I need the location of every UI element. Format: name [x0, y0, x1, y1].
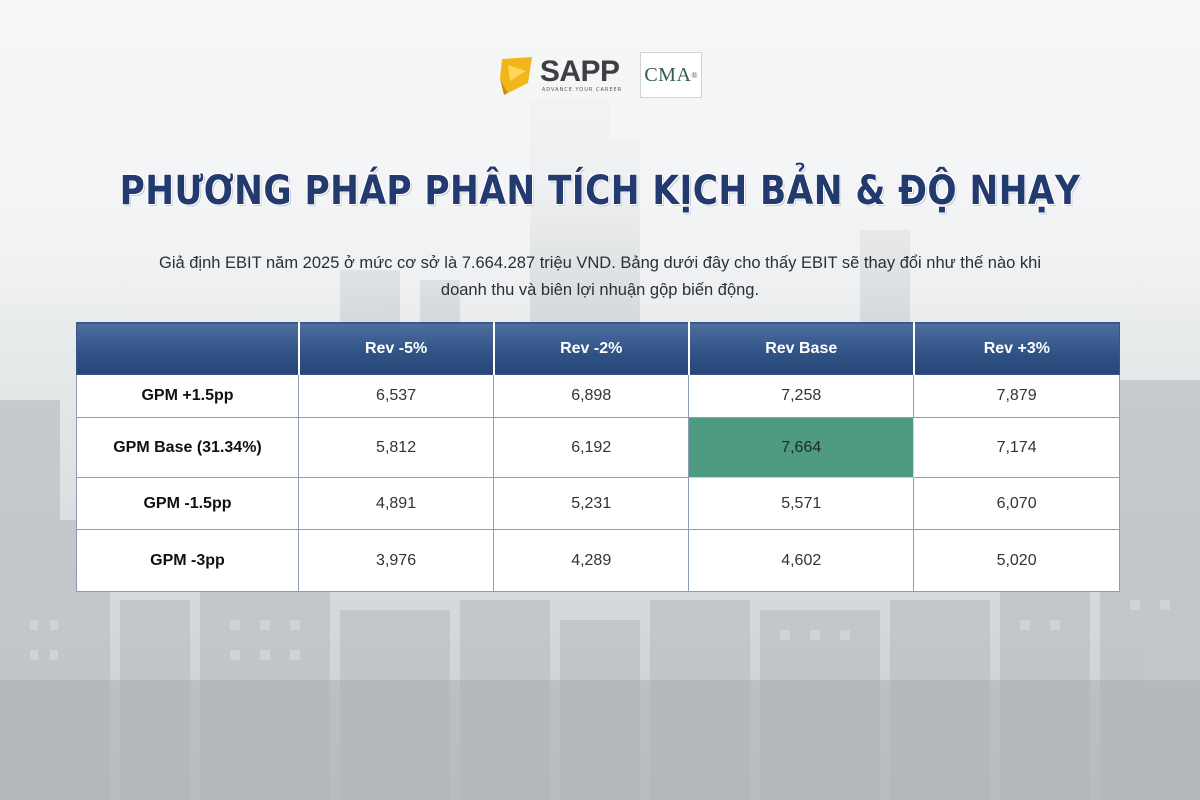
table-cell: 5,020 [913, 529, 1120, 592]
sapp-logo: SAPP ADVANCE YOUR CAREER [498, 53, 622, 97]
logo-row: SAPP ADVANCE YOUR CAREER CMA ® [0, 52, 1200, 98]
table-cell: 5,231 [493, 477, 690, 530]
description-line-2: doanh thu và biên lợi nhuận gộp biến độn… [440, 281, 760, 299]
description-line-1: Giả định EBIT năm 2025 ở mức cơ sở là 7.… [158, 254, 1042, 272]
table-cell: 6,070 [913, 477, 1120, 530]
table-cell: 6,537 [297, 374, 495, 418]
row-header: GPM -1.5pp [76, 477, 299, 530]
cma-logo: CMA ® [640, 52, 703, 98]
background-fade [0, 0, 1200, 320]
row-header: GPM Base (31.34%) [76, 417, 299, 478]
description: Giả định EBIT năm 2025 ở mức cơ sở là 7.… [100, 250, 1100, 304]
table-cell: 5,571 [688, 477, 915, 530]
row-header: GPM -3pp [76, 529, 299, 592]
sapp-wordmark: SAPP [539, 55, 620, 88]
sapp-tagline: ADVANCE YOUR CAREER [541, 87, 623, 93]
sensitivity-table: Rev -5% Rev -2% Rev Base Rev +3% GPM +1.… [76, 322, 1120, 592]
table-cell: 4,602 [688, 529, 915, 592]
table-row: GPM -3pp 3,976 4,289 4,602 5,020 [76, 529, 1120, 592]
table-cell: 3,976 [297, 529, 495, 592]
sapp-mark-icon [499, 57, 532, 95]
column-header-rev-base: Rev Base [687, 322, 915, 375]
table-row: GPM Base (31.34%) 5,812 6,192 7,664 7,17… [76, 417, 1120, 478]
cma-label: CMA [644, 63, 692, 86]
table-cell: 5,812 [297, 417, 495, 478]
table-cell: 7,879 [913, 374, 1120, 418]
table-row: GPM +1.5pp 6,537 6,898 7,258 7,879 [76, 374, 1120, 418]
highlighted-base-cell: 7,664 [688, 417, 915, 478]
column-header-rev-minus-2: Rev -2% [492, 322, 690, 375]
table-row: GPM -1.5pp 4,891 5,231 5,571 6,070 [76, 477, 1120, 530]
table-cell: 4,289 [493, 529, 690, 592]
cma-registered-mark: ® [691, 70, 698, 80]
table-cell: 6,192 [493, 417, 690, 478]
table-header-row: Rev -5% Rev -2% Rev Base Rev +3% [76, 322, 1120, 375]
column-header-rev-minus-5: Rev -5% [297, 322, 495, 375]
table-cell: 7,174 [913, 417, 1120, 478]
column-header-rev-plus-3: Rev +3% [912, 322, 1120, 375]
page-title: PHƯƠNG PHÁP PHÂN TÍCH KỊCH BẢN & ĐỘ NHẠY [119, 168, 1081, 214]
table-corner-cell [76, 322, 299, 375]
row-header: GPM +1.5pp [76, 374, 299, 418]
table-cell: 7,258 [688, 374, 915, 418]
table-cell: 6,898 [493, 374, 690, 418]
table-cell: 4,891 [297, 477, 495, 530]
